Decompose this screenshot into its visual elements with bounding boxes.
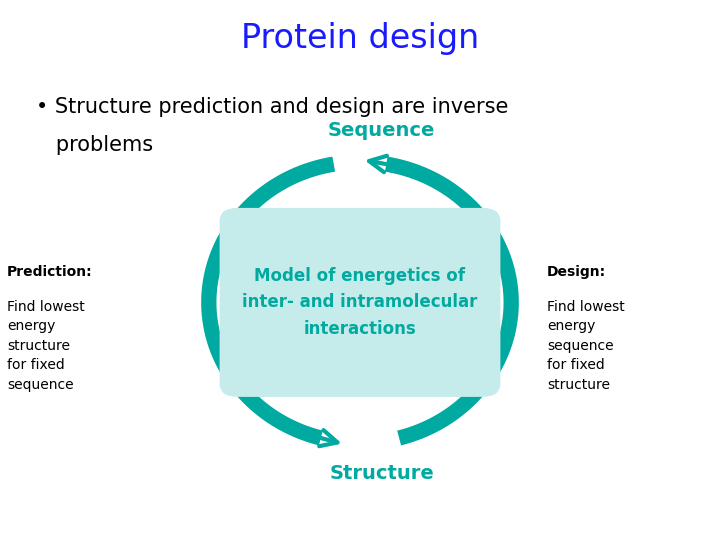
Text: problems: problems [36,135,153,155]
Text: Model of energetics of
inter- and intramolecular
interactions: Model of energetics of inter- and intram… [243,267,477,338]
FancyBboxPatch shape [220,208,500,397]
Text: Find lowest
energy
structure
for fixed
sequence: Find lowest energy structure for fixed s… [7,300,85,392]
Text: • Structure prediction and design are inverse: • Structure prediction and design are in… [36,97,508,117]
Text: Sequence: Sequence [328,122,436,140]
Text: Structure: Structure [329,464,434,483]
Text: Protein design: Protein design [241,22,479,55]
Text: Prediction:: Prediction: [7,265,93,279]
Text: Design:: Design: [547,265,606,279]
Text: Find lowest
energy
sequence
for fixed
structure: Find lowest energy sequence for fixed st… [547,300,625,392]
